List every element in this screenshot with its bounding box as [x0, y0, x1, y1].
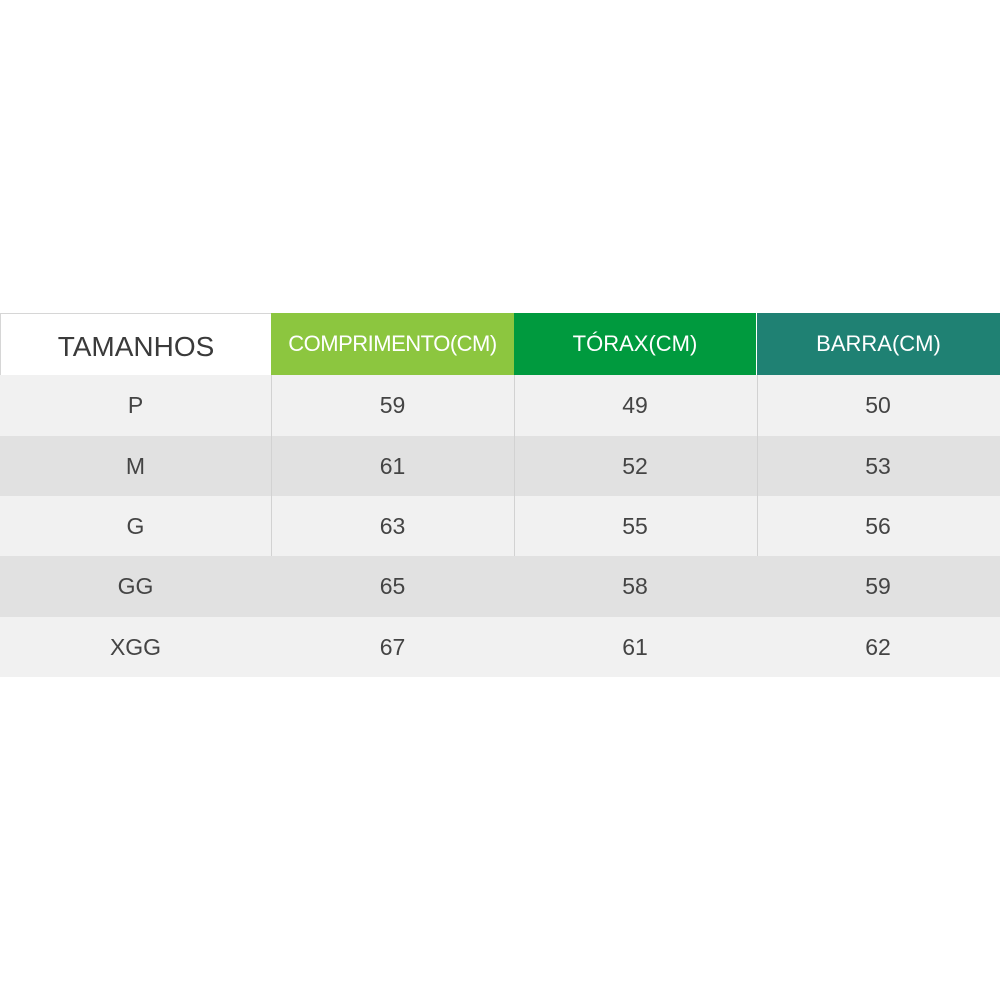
size-cell: XGG: [109, 633, 162, 660]
table-row: M 61 52 53: [0, 436, 1000, 496]
table-row: G 63 55 56: [0, 496, 1000, 556]
barra-cell: 53: [865, 452, 891, 479]
comprimento-cell: 63: [379, 512, 406, 539]
comprimento-cell: 67: [379, 633, 406, 660]
header-tamanhos: TAMANHOS: [0, 313, 271, 375]
table-header-row: TAMANHOS COMPRIMENTO(CM) TÓRAX(CM) BARRA…: [0, 313, 1000, 375]
barra-cell: 62: [865, 633, 891, 660]
table-row: P 59 49 50: [0, 375, 1000, 436]
table-body: P 59 49 50 M 61 52 53 G 63 55 56 GG 65 5…: [0, 375, 1000, 677]
column-divider: [271, 375, 272, 556]
comprimento-cell: 65: [379, 573, 406, 599]
comprimento-cell: 59: [379, 392, 406, 418]
table-row: XGG 67 61 62: [0, 617, 1000, 677]
size-cell: G: [126, 512, 145, 539]
header-comprimento: COMPRIMENTO(CM): [271, 313, 514, 375]
barra-cell: 50: [865, 392, 891, 418]
torax-cell: 55: [622, 512, 648, 539]
header-torax: TÓRAX(CM): [514, 313, 756, 375]
torax-cell: 61: [622, 633, 648, 660]
header-barra: BARRA(CM): [756, 313, 1000, 375]
torax-cell: 49: [622, 392, 648, 418]
size-cell: M: [125, 452, 146, 479]
size-chart-table: TAMANHOS COMPRIMENTO(CM) TÓRAX(CM) BARRA…: [0, 313, 1000, 677]
size-cell: GG: [117, 573, 154, 599]
barra-cell: 59: [865, 573, 891, 599]
column-divider: [514, 375, 515, 556]
torax-cell: 58: [622, 573, 648, 599]
torax-cell: 52: [622, 452, 648, 479]
barra-cell: 56: [865, 512, 891, 539]
comprimento-cell: 61: [379, 452, 406, 479]
column-divider: [757, 375, 758, 556]
table-row: GG 65 58 59: [0, 556, 1000, 617]
size-cell: P: [127, 392, 144, 418]
